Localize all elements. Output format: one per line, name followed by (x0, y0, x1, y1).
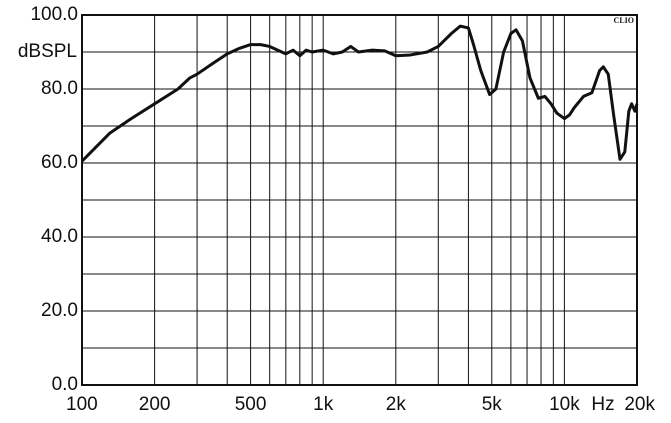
y-tick-label: 0.0 (52, 374, 78, 395)
x-tick-label: 100 (66, 394, 98, 415)
x-tick-label: 500 (235, 394, 267, 415)
x-tick-label: 5k (482, 394, 503, 415)
x-tick-label: 20k (624, 394, 655, 415)
y-tick-label: 60.0 (41, 152, 78, 173)
y-tick-label: 100.0 (30, 4, 78, 25)
x-tick-label: 10k (549, 394, 580, 415)
x-tick-label: 1k (313, 394, 334, 415)
x-tick-label: 2k (386, 394, 407, 415)
y-tick-label: 80.0 (41, 78, 78, 99)
y-tick-label: 40.0 (41, 226, 78, 247)
y-tick-label: 20.0 (41, 300, 78, 321)
y-axis-label: dBSPL (18, 41, 77, 62)
plot-frame (81, 14, 638, 386)
response-curve (80, 24, 639, 163)
x-tick-label: 200 (139, 394, 171, 415)
brand-label: CLIO (614, 16, 634, 25)
x-unit-label: Hz (591, 394, 614, 415)
